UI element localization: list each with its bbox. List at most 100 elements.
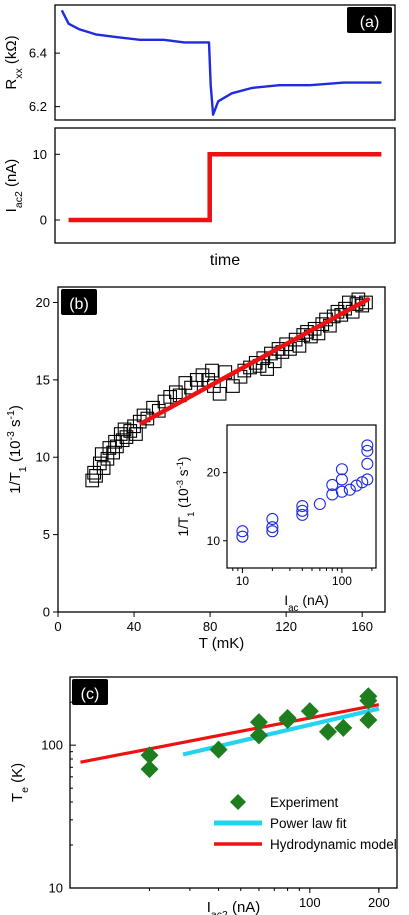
data-point-square [108, 434, 122, 449]
data-point-square [157, 394, 172, 409]
legend-label: Power law fit [270, 816, 347, 831]
panel-a-iac2-ylabel: Iac2 (nA) [3, 159, 25, 213]
data-point-circle [361, 444, 374, 457]
inset-circles [236, 439, 374, 543]
panel-c-legend: Experiment Power law fit Hydrodynamic mode… [214, 794, 397, 852]
data-point-square [92, 456, 107, 471]
y-tick-label: 100 [41, 738, 63, 753]
data-point-square [87, 465, 101, 480]
x-tick-label: 40 [127, 619, 141, 634]
data-point-diamond [334, 718, 353, 737]
data-point-square [307, 321, 322, 336]
y-tick-label: 0 [43, 605, 50, 620]
panel-label: (c) [81, 686, 100, 703]
panel-a-bottom-frame [54, 127, 396, 244]
x-tick-label: 200 [368, 895, 390, 910]
data-point-square [292, 338, 307, 353]
data-point-circle [266, 525, 279, 538]
panel-label: (b) [69, 296, 89, 313]
hydrodynamic-model-line [80, 703, 380, 764]
data-point-square [117, 422, 132, 437]
panel-b-ylabel: 1/T1 (10-3 s-1) [5, 405, 29, 494]
y-tick-label: 0 [40, 213, 47, 228]
data-point-square [315, 317, 330, 331]
data-point-circle [335, 485, 348, 498]
data-point-diamond [300, 702, 319, 721]
data-point-diamond [249, 726, 268, 745]
data-point-circle [361, 457, 374, 470]
panel-c-frame [69, 676, 398, 889]
panel-label-box [347, 7, 392, 33]
panel-label-box [72, 679, 108, 705]
data-point-circle [296, 499, 309, 513]
data-point-square [279, 337, 293, 352]
x-tick-label: 80 [203, 619, 217, 634]
data-point-diamond [359, 691, 378, 710]
x-tick-label: 120 [275, 619, 297, 634]
legend-label: Hydrodynamic model [270, 837, 397, 852]
data-point-square [163, 390, 178, 404]
data-point-square [205, 363, 219, 378]
panel-label-box [61, 289, 97, 315]
data-point-circle [361, 473, 374, 486]
data-point-square [300, 325, 314, 339]
y-tick-label: 15 [36, 372, 50, 387]
y-tick-label: 6.2 [29, 99, 47, 114]
x-tick-label: 10 [236, 574, 250, 588]
data-point-circle [350, 479, 363, 492]
data-point-square [169, 385, 183, 400]
panel-c-xlabel: Iac2 (nA) [207, 899, 261, 915]
data-point-square [115, 433, 130, 448]
data-point-diamond [209, 740, 228, 759]
panel-a-time-xlabel: time [210, 252, 240, 269]
panel-label: (a) [360, 14, 380, 31]
data-point-circle [266, 512, 279, 526]
data-point-square [226, 379, 240, 393]
x-tick-label: 100 [332, 574, 352, 588]
data-point-circle [296, 508, 309, 521]
y-tick-label: 10 [33, 147, 47, 162]
data-point-diamond [140, 760, 159, 779]
data-point-circle [326, 488, 339, 501]
data-point-square [96, 461, 111, 475]
data-point-circle [313, 497, 326, 511]
y-tick-label: 10 [49, 881, 63, 896]
panel-a-rxx-ylabel: Rxx (kΩ) [3, 35, 25, 89]
data-point-circle [335, 463, 348, 476]
data-point-square [271, 342, 286, 356]
panel-b-fit-line [139, 297, 371, 426]
y-tick-label: 20 [36, 295, 50, 310]
data-point-diamond [359, 711, 378, 730]
data-point-diamond [249, 713, 268, 732]
data-point-diamond [278, 708, 297, 727]
experiment-diamonds [140, 687, 378, 779]
panel-b-frame [57, 286, 386, 613]
data-point-square [212, 386, 227, 401]
data-point-circle [296, 504, 309, 517]
y-tick-label: 20 [207, 466, 221, 480]
data-point-circle [326, 478, 339, 491]
data-point-diamond [318, 722, 337, 741]
y-tick-label: 10 [207, 534, 221, 548]
x-tick-label: 0 [54, 619, 61, 634]
data-point-diamond [140, 746, 159, 765]
panel-b-xlabel: T (mK) [199, 635, 245, 652]
y-tick-label: 6.4 [29, 46, 47, 61]
y-tick-label: 10 [36, 450, 50, 465]
inset-xlabel: Iac (nA) [284, 592, 329, 614]
iac2-step-line [68, 152, 382, 223]
rxx-trace-line [60, 9, 382, 116]
inset-frame [226, 424, 377, 569]
data-point-square [260, 362, 274, 376]
data-point-square [123, 424, 138, 438]
data-point-circle [236, 525, 249, 538]
data-point-square [85, 473, 100, 488]
x-tick-label: 100 [299, 895, 321, 910]
data-point-square [178, 376, 193, 390]
data-point-circle [335, 473, 348, 486]
legend-label: Experiment [270, 795, 339, 810]
x-tick-label: 160 [351, 619, 373, 634]
data-point-square [267, 354, 282, 369]
data-point-square [195, 368, 210, 383]
